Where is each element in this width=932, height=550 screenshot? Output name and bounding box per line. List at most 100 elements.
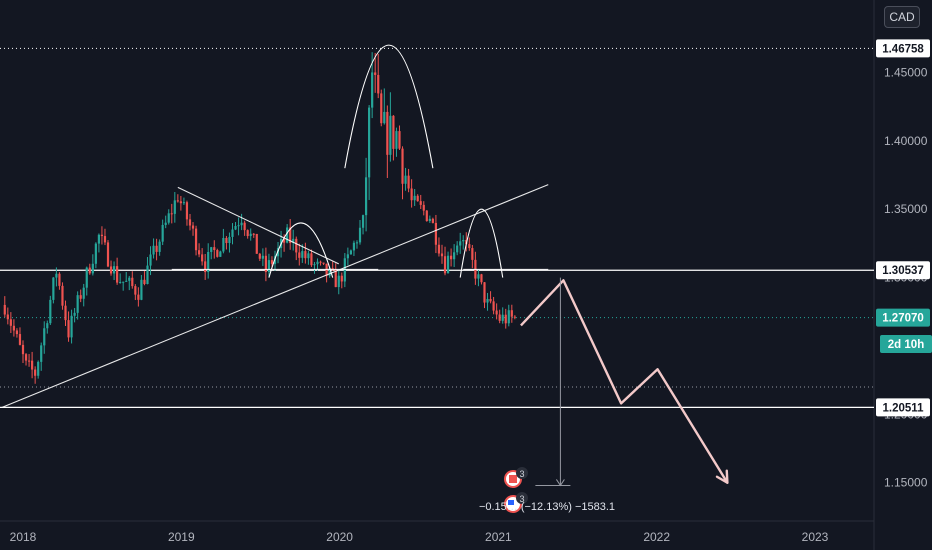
candle-body: [377, 74, 380, 94]
candle-body: [143, 279, 146, 285]
candle-body: [495, 310, 498, 315]
y-tick-label: 1.40000: [884, 134, 928, 148]
candle-body: [301, 251, 304, 258]
candle-body: [146, 265, 149, 285]
pattern-drawings: [1, 44, 549, 409]
candle-body: [240, 222, 243, 226]
candle-body: [404, 175, 407, 184]
x-tick-label: 2021: [485, 530, 512, 544]
candle-body: [386, 111, 389, 155]
candle-body: [6, 314, 9, 320]
x-tick-label: 2022: [643, 530, 670, 544]
candle-body: [188, 219, 192, 226]
candle-body: [395, 131, 398, 149]
candle-body: [70, 315, 73, 338]
candle-body: [94, 243, 97, 264]
candle-body: [40, 345, 43, 362]
candle-body: [459, 241, 462, 246]
event-badges[interactable]: 3 3: [504, 467, 528, 513]
candle-body: [43, 328, 46, 346]
candle-body: [85, 267, 88, 288]
candle-body: [392, 115, 395, 149]
candle-body: [103, 236, 107, 243]
x-tick-label: 2019: [168, 530, 195, 544]
countdown-label: 2d 10h: [888, 339, 924, 351]
candle-body: [97, 234, 101, 244]
candle-body: [468, 244, 471, 249]
candle-body: [449, 255, 453, 260]
candle-body: [131, 277, 134, 287]
candle-body: [152, 245, 155, 255]
event-badge-canada[interactable]: 3: [504, 467, 528, 488]
candle-body: [380, 93, 383, 124]
price-tag-label: 1.20511: [883, 402, 925, 414]
badge-count-bubble: [516, 467, 528, 479]
candle-body: [197, 250, 201, 255]
price-tag-label: 1.27070: [882, 313, 924, 325]
candle-body: [462, 239, 465, 242]
candle-body: [204, 261, 207, 273]
candle-body: [298, 252, 301, 258]
candle-body: [116, 266, 119, 283]
candle-body: [270, 260, 274, 264]
projection-arrowhead: [725, 469, 729, 484]
candle-body: [207, 251, 210, 273]
candle-body: [155, 245, 158, 252]
candle-body: [334, 269, 337, 288]
candle-body: [364, 177, 368, 216]
price-tag-background: [876, 398, 930, 417]
candle-body: [79, 295, 82, 299]
x-tick-label: 2020: [326, 530, 353, 544]
candle-body: [437, 244, 441, 254]
candle-body: [328, 268, 331, 276]
candle-body: [243, 222, 246, 231]
candle-body: [434, 222, 438, 245]
candle-body: [413, 195, 416, 201]
candle-body: [179, 201, 182, 204]
price-tag-background: [876, 39, 930, 58]
candle-body: [352, 242, 356, 251]
candle-body: [55, 273, 58, 278]
candle-body: [440, 253, 444, 257]
candle-body: [119, 281, 122, 283]
candle-body: [15, 330, 19, 335]
candle-body: [18, 334, 22, 345]
candle-body: [355, 242, 359, 244]
candle-body: [213, 247, 216, 251]
candle-body: [498, 314, 501, 321]
candle-body: [234, 226, 237, 230]
candle-body: [21, 344, 25, 355]
candle-body: [425, 210, 428, 222]
candle-body: [149, 254, 152, 266]
countdown-tag: 2d 10h: [880, 335, 932, 353]
candle-body: [371, 72, 374, 108]
pattern-arc: [459, 208, 504, 278]
y-tick-label: 1.45000: [884, 65, 928, 79]
candle-body: [407, 175, 410, 189]
currency-badge[interactable]: CAD: [884, 6, 920, 28]
candle-body: [225, 237, 228, 244]
candle-body: [368, 107, 371, 178]
event-badge-us[interactable]: 3: [504, 492, 528, 513]
candle-body: [73, 312, 76, 316]
candle-body: [453, 252, 456, 260]
price-tag: 1.27070: [876, 308, 930, 327]
candle-body: [286, 227, 289, 243]
candle-body: [109, 266, 113, 274]
x-tick-label: 2023: [802, 530, 829, 544]
candle-body: [49, 299, 52, 324]
candle-body: [12, 325, 15, 331]
candle-body: [261, 255, 264, 259]
candle-body: [383, 111, 386, 124]
trendline: [177, 186, 339, 265]
price-tag-background: [876, 308, 930, 327]
candle-body: [428, 218, 431, 222]
candle-body: [164, 222, 167, 225]
candle-body: [140, 279, 143, 300]
candle-body: [492, 301, 495, 311]
candle-body: [267, 260, 271, 272]
candle-body: [443, 256, 447, 274]
candle-body: [289, 227, 292, 243]
candle-body: [456, 245, 459, 253]
